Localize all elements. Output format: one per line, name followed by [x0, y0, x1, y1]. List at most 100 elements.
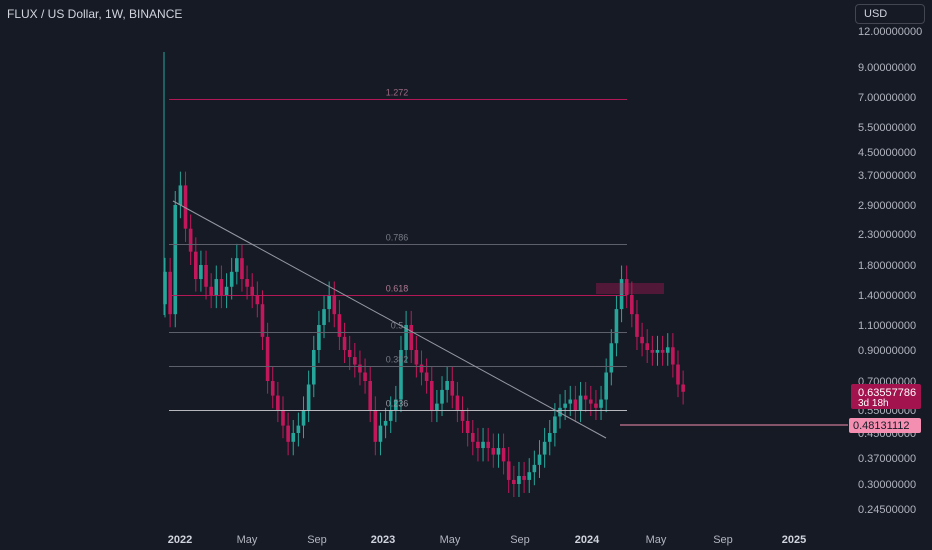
price-tick-label: 4.50000000: [858, 147, 916, 159]
candle-body: [347, 350, 352, 358]
candle-body: [424, 372, 429, 381]
time-tick-label: Sep: [510, 534, 530, 546]
fib-level-label: 1.272: [386, 88, 409, 98]
candle-body: [578, 395, 583, 410]
currency-selector[interactable]: USD: [855, 4, 925, 24]
candle-body: [532, 464, 537, 473]
candle-body: [547, 433, 552, 442]
candle-body: [512, 479, 516, 484]
fib-levels-layer: 1.272 0.786 0.618 0.5 0.382 0.236: [169, 88, 627, 411]
candle-body: [368, 381, 372, 410]
candle-body: [450, 381, 455, 396]
candle-body: [655, 350, 660, 353]
candle-body: [496, 448, 501, 455]
candle-body: [435, 403, 439, 410]
candle-body: [471, 433, 475, 442]
price-tick-label: 9.00000000: [858, 62, 916, 74]
candle-body: [465, 420, 470, 433]
price-tick-label: 3.70000000: [858, 170, 916, 182]
candle-body: [214, 279, 219, 295]
candle-body: [306, 384, 311, 410]
candle-body: [635, 314, 639, 337]
candle-body: [224, 286, 229, 295]
candle-body: [281, 410, 285, 426]
candle-body: [332, 295, 337, 315]
candle-body: [229, 271, 234, 287]
candle-body: [563, 403, 567, 408]
candle-body: [630, 295, 634, 315]
candle-body: [173, 205, 178, 315]
candle-body: [650, 350, 655, 353]
candle-body: [394, 399, 398, 410]
fib-level-label: 0.786: [386, 233, 409, 243]
candle-body: [199, 265, 203, 280]
candle-body: [568, 399, 573, 404]
candle-body: [219, 279, 224, 295]
time-tick-label: May: [440, 534, 461, 546]
candle-body: [599, 399, 603, 408]
candle-body: [363, 372, 367, 381]
candle-body: [296, 425, 301, 433]
candle-body: [235, 258, 239, 272]
candle-body: [542, 441, 547, 455]
candle-body: [291, 433, 296, 442]
fib-level-label: 0.618: [386, 284, 409, 294]
candle-body: [255, 295, 260, 305]
fib-level-label: 0.382: [386, 355, 409, 365]
candle-body: [588, 399, 593, 404]
time-tick-label: 2023: [371, 534, 395, 546]
candle-body: [399, 350, 403, 400]
candle-body: [414, 350, 419, 365]
candle-body: [553, 416, 557, 433]
candle-body: [491, 448, 496, 455]
candle-body: [640, 336, 644, 344]
time-tick-label: 2025: [782, 534, 806, 546]
candle-body: [168, 271, 172, 315]
price-tick-label: 0.37000000: [858, 453, 916, 465]
candle-body: [440, 389, 444, 404]
candle-body: [193, 251, 198, 280]
candle-body: [665, 347, 670, 353]
time-tick-label: May: [646, 534, 667, 546]
candle-body: [429, 381, 434, 410]
candle-body: [286, 425, 290, 442]
candle-body: [506, 461, 511, 480]
price-tick-label: 5.50000000: [858, 122, 916, 134]
candle-body: [486, 441, 490, 449]
candle-body: [619, 279, 624, 310]
candle-body: [460, 410, 465, 421]
price-tick-label: 0.24500000: [858, 504, 916, 516]
candle-body: [342, 336, 347, 350]
price-axis[interactable]: 12.00000000 9.00000000 7.00000000 5.5000000…: [858, 26, 922, 516]
price-tick-label: 12.00000000: [858, 26, 922, 38]
price-tick-label: 0.30000000: [858, 479, 916, 491]
candle-body: [163, 271, 167, 305]
current-price-tag: 0.63557786 3d 18h: [851, 384, 921, 409]
candle-body: [178, 185, 183, 205]
candle-body: [337, 314, 342, 337]
highlight-zone: [596, 283, 664, 294]
candle-body: [204, 265, 208, 287]
candle-body: [594, 403, 598, 408]
candle-body: [383, 420, 388, 426]
time-tick-label: 2022: [168, 534, 192, 546]
candle-body: [301, 410, 306, 426]
candle-body: [573, 399, 578, 410]
candle-body: [373, 410, 378, 442]
price-tick-label: 1.80000000: [858, 260, 916, 272]
trend-line[interactable]: [172, 200, 607, 439]
candle-body: [317, 325, 321, 350]
time-axis[interactable]: 2022 May Sep 2023 May Sep 2024 May Sep 2025: [168, 534, 806, 546]
candle-body: [517, 475, 521, 484]
candle-body: [404, 325, 408, 350]
time-tick-label: Sep: [713, 534, 733, 546]
candle-body: [409, 325, 414, 350]
candle-body: [388, 410, 393, 421]
candle-body: [501, 448, 506, 462]
candle-body: [270, 381, 275, 396]
fib-level-label: 0.236: [386, 399, 409, 409]
candle-body: [276, 395, 280, 410]
candle-body: [671, 347, 675, 365]
candle-body: [353, 357, 357, 365]
